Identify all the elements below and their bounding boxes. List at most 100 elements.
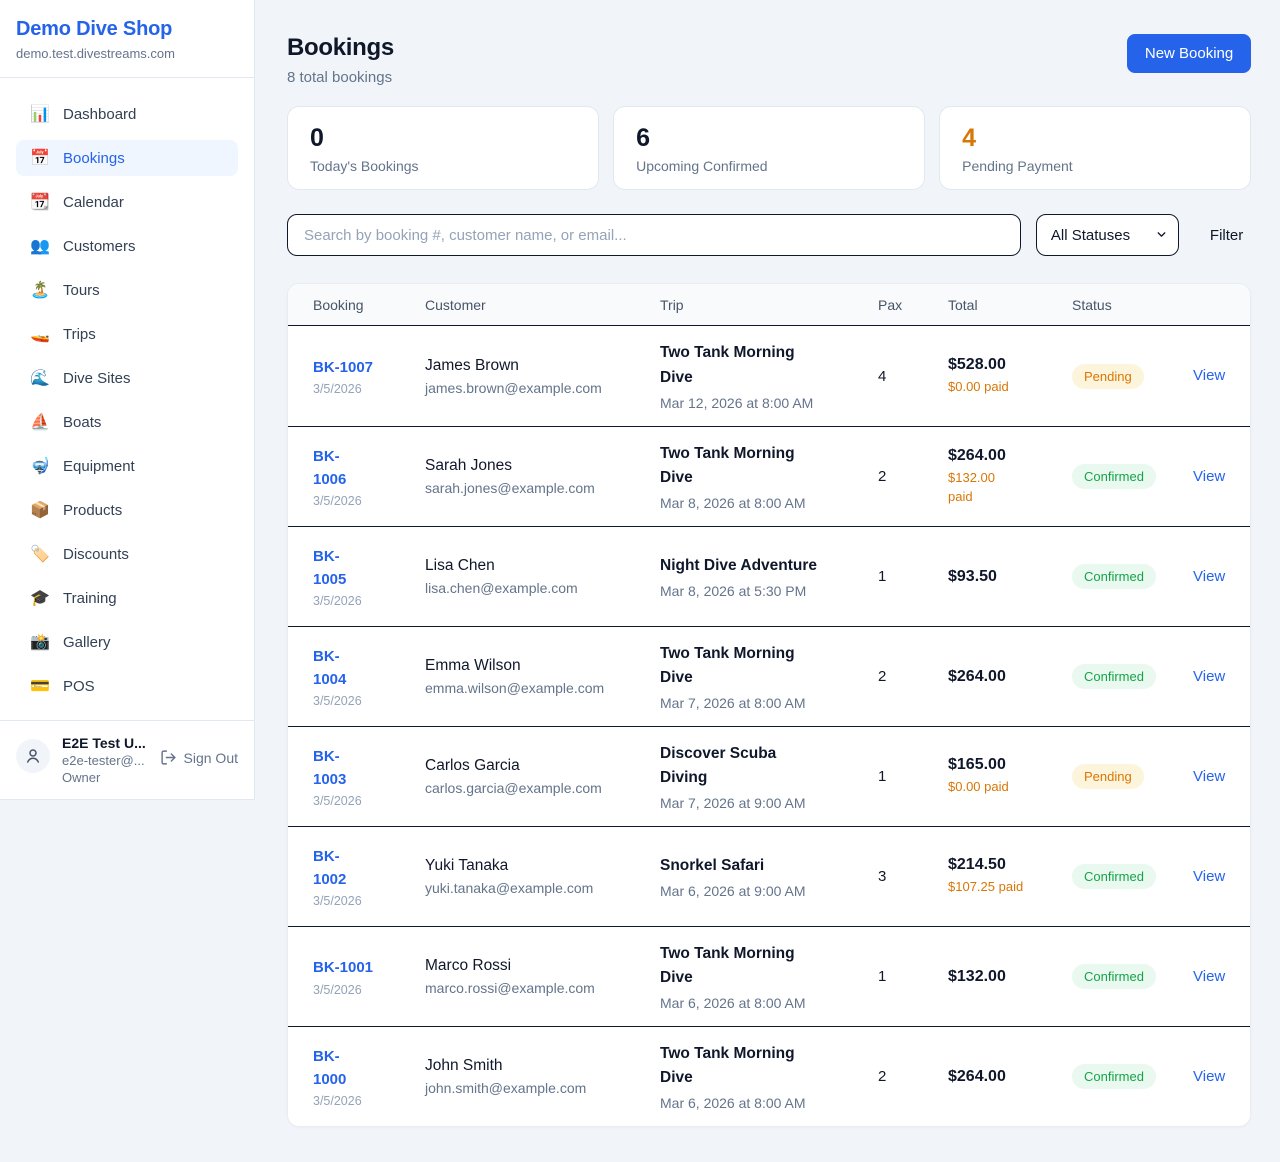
customer-name: Yuki Tanaka [425,857,509,874]
customer-cell: Sarah Jones sarah.jones@example.com [425,457,660,496]
customer-cell: James Brown james.brown@example.com [425,357,660,396]
customer-email: john.smith@example.com [425,1080,587,1096]
sidebar-item-boats[interactable]: ⛵ Boats [16,404,238,440]
status-cell: Confirmed [1072,664,1193,689]
sidebar-item-label: Bookings [63,149,125,167]
status-filter-select[interactable]: All Statuses [1035,214,1179,256]
sidebar-item-trips[interactable]: 🚤 Trips [16,316,238,352]
wave-icon: 🌊 [30,370,50,387]
total-cell: $528.00 $0.00 paid [948,356,1072,396]
view-link[interactable]: View [1193,367,1226,384]
sidebar-item-bookings[interactable]: 📅 Bookings [16,140,238,176]
table-row: BK- 1005 3/5/2026 Lisa Chen lisa.chen@ex… [288,526,1251,626]
view-link[interactable]: View [1193,467,1226,485]
customer-name: John Smith [425,1057,503,1074]
booking-id-link[interactable]: BK- 1006 [313,447,347,488]
booking-cell: BK-1007 3/5/2026 [313,356,425,396]
view-link[interactable]: View [1193,1067,1226,1085]
table-row: BK- 1002 3/5/2026 Yuki Tanaka yuki.tanak… [288,826,1251,926]
person-icon [27,749,39,763]
trip-cell: Two Tank Morning Dive Mar 6, 2026 at 8:0… [660,942,878,1011]
view-link[interactable]: View [1193,767,1226,785]
main-content: Bookings 8 total bookings New Booking 0 … [255,0,1280,1162]
page-header: Bookings 8 total bookings New Booking [287,34,1252,86]
stat-label-todays-bookings: Today's Bookings [310,158,419,174]
sidebar-item-calendar[interactable]: 📆 Calendar [16,184,238,220]
booking-id-link[interactable]: BK- 1003 [313,747,347,788]
sidebar-item-tours[interactable]: 🏝️ Tours [16,272,238,308]
sidebar-item-label: Tours [63,281,100,299]
customer-cell: Marco Rossi marco.rossi@example.com [425,957,660,996]
sidebar-item-label: Products [63,501,123,519]
status-cell: Confirmed [1072,864,1193,889]
sidebar-item-pos[interactable]: 💳 POS [16,668,238,704]
view-link[interactable]: View [1193,967,1226,985]
sidebar-item-dive-sites[interactable]: 🌊 Dive Sites [16,360,238,396]
booking-cell: BK- 1006 3/5/2026 [313,445,425,509]
table-header-row: Booking Customer Trip Pax Total Status [288,284,1251,326]
column-header-pax: Pax [878,296,903,313]
status-badge: Confirmed [1072,864,1156,889]
customer-name: James Brown [425,356,519,374]
new-booking-button[interactable]: New Booking [1126,34,1252,73]
view-link[interactable]: View [1193,567,1226,585]
status-badge: Confirmed [1072,464,1156,489]
total-amount: $132.00 [948,967,1006,985]
page-subtitle: 8 total bookings [287,69,393,86]
actions-cell: View [1193,768,1225,786]
sidebar-item-gallery[interactable]: 📸 Gallery [16,624,238,660]
view-link[interactable]: View [1193,667,1226,685]
actions-cell: View [1193,367,1225,385]
sidebar-item-label: Dashboard [63,105,137,123]
booking-id-link[interactable]: BK- 1005 [313,547,347,588]
booking-id-link[interactable]: BK-1007 [313,358,374,376]
status-cell: Pending [1072,363,1193,389]
trip-datetime: Mar 7, 2026 at 8:00 AM [660,695,806,712]
trip-name: Night Dive Adventure [660,556,818,574]
user-meta: E2E Test U... e2e-tester@... Owner [62,735,148,785]
view-link[interactable]: View [1193,867,1226,885]
booking-id-link[interactable]: BK- 1002 [313,847,347,888]
table-row: BK-1001 3/5/2026 Marco Rossi marco.rossi… [288,926,1251,1026]
status-badge: Confirmed [1072,1064,1156,1089]
sidebar-item-label: POS [63,677,95,695]
booking-id-link[interactable]: BK-1001 [313,959,374,977]
stat-card-todays-bookings: 0 Today's Bookings [287,106,600,190]
booking-cell: BK- 1003 3/5/2026 [313,745,425,809]
trip-datetime: Mar 6, 2026 at 8:00 AM [660,995,806,1012]
column-header-booking: Booking [313,296,364,313]
trip-datetime: Mar 7, 2026 at 9:00 AM [660,795,806,812]
filter-bar: All Statuses Filter [287,214,1251,256]
sidebar-item-dashboard[interactable]: 📊 Dashboard [16,96,238,132]
brand-header: Demo Dive Shop demo.test.divestreams.com [0,0,254,78]
total-amount: $264.00 [948,667,1006,685]
sidebar-item-training[interactable]: 🎓 Training [16,580,238,616]
total-amount: $214.50 [948,856,1006,874]
sidebar-item-label: Trips [63,325,96,343]
total-cell: $264.00 $132.00 paid [948,447,1072,505]
sidebar-item-customers[interactable]: 👥 Customers [16,228,238,264]
trip-datetime: Mar 6, 2026 at 8:00 AM [660,1095,806,1112]
trip-name: Two Tank Morning Dive [660,944,795,986]
booking-cell: BK- 1002 3/5/2026 [313,845,425,909]
sidebar-item-discounts[interactable]: 🏷️ Discounts [16,536,238,572]
booking-date: 3/5/2026 [313,894,362,909]
search-input[interactable] [287,214,1021,256]
trip-cell: Two Tank Morning Dive Mar 12, 2026 at 8:… [660,341,878,410]
filter-button[interactable]: Filter [1209,226,1244,244]
sidebar-item-products[interactable]: 📦 Products [16,492,238,528]
sign-out-button[interactable]: Sign Out [160,749,238,766]
shop-domain: demo.test.divestreams.com [16,46,175,61]
total-cell: $214.50 $107.25 paid [948,856,1072,896]
booking-id-link[interactable]: BK- 1000 [313,1047,347,1088]
booking-date: 3/5/2026 [313,494,362,509]
total-cell: $132.00 [948,968,1072,986]
pax-count: 2 [878,668,887,685]
stat-value-todays-bookings: 0 [310,124,324,152]
sidebar-item-equipment[interactable]: 🤿 Equipment [16,448,238,484]
bar-chart-icon: 📊 [30,106,50,123]
booking-date: 3/5/2026 [313,382,362,397]
customer-email: sarah.jones@example.com [425,480,595,496]
table-row: BK-1007 3/5/2026 James Brown james.brown… [288,326,1250,426]
booking-id-link[interactable]: BK- 1004 [313,647,347,688]
